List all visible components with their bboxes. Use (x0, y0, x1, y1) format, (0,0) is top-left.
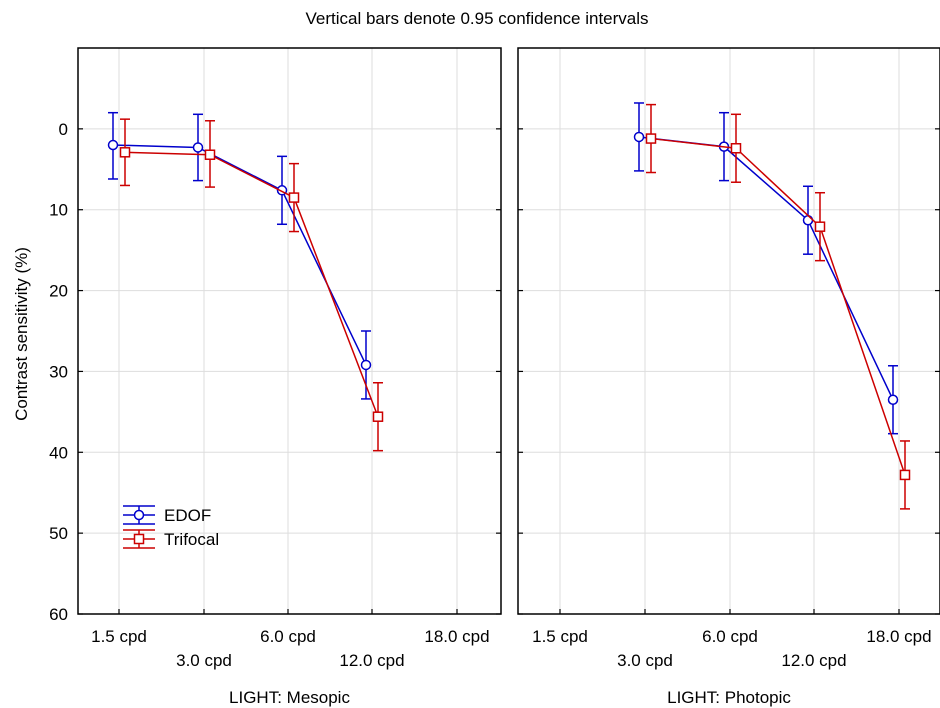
y-tick-label: 10 (49, 201, 68, 220)
legend-marker (133, 533, 145, 545)
data-point (372, 411, 384, 422)
panel-frame (77, 47, 502, 615)
y-tick-label: 50 (49, 524, 68, 543)
y-tick-label: 20 (49, 282, 68, 301)
y-axis-label: Contrast sensitivity (%) (12, 247, 31, 421)
data-point (633, 131, 645, 143)
x-tick-label: 6.0 cpd (260, 627, 316, 646)
data-point (899, 469, 911, 481)
data-point (204, 149, 216, 160)
series-line (124, 151, 379, 417)
legend-marker (133, 509, 145, 521)
series-line (650, 137, 906, 476)
legend-label: EDOF (164, 506, 211, 525)
panel-mesopic: 1.5 cpd 3.0 cpd 6.0 cpd 12.0 cpd 18.0 cpd LIG… (77, 47, 502, 707)
data-point (730, 143, 742, 154)
panel-frame (517, 47, 940, 615)
data-point (360, 359, 372, 371)
panel-photopic: 1.5 cpd 3.0 cpd 6.0 cpd 12.0 cpd 18.0 cpd LIG… (517, 47, 940, 707)
y-tick-label: 40 (49, 443, 68, 462)
y-tick-label: 60 (49, 605, 68, 624)
y-tick-label: 0 (59, 120, 68, 139)
x-axis-label: LIGHT: Mesopic (229, 688, 350, 707)
data-point (814, 221, 826, 232)
legend: EDOF Trifocal (123, 505, 219, 549)
series-line (112, 144, 367, 366)
x-tick-label: 18.0 cpd (866, 627, 931, 646)
y-tick-labels: 0 10 20 30 40 50 60 (49, 120, 68, 624)
data-point (645, 133, 657, 144)
x-tick-label: 1.5 cpd (91, 627, 147, 646)
data-point (802, 214, 814, 226)
x-tick-label: 12.0 cpd (339, 651, 404, 670)
y-tick-label: 30 (49, 362, 68, 381)
x-tick-label: 1.5 cpd (532, 627, 588, 646)
x-tick-label: 6.0 cpd (702, 627, 758, 646)
x-axis-label: LIGHT: Photopic (667, 688, 791, 707)
data-point (288, 192, 300, 203)
x-tick-label: 3.0 cpd (176, 651, 232, 670)
x-tick-label: 12.0 cpd (781, 651, 846, 670)
x-tick-label: 18.0 cpd (424, 627, 489, 646)
x-tick-label: 3.0 cpd (617, 651, 673, 670)
data-point (119, 147, 131, 158)
legend-label: Trifocal (164, 530, 219, 549)
chart-title: Vertical bars denote 0.95 confidence int… (305, 9, 648, 28)
data-point (107, 139, 119, 151)
data-point (192, 142, 204, 153)
data-point (887, 394, 899, 405)
